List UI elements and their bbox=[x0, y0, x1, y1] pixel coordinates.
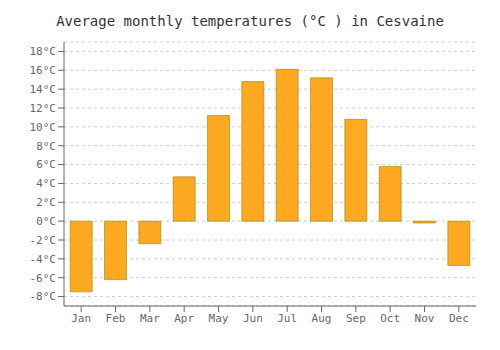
svg-text:14°C: 14°C bbox=[30, 83, 57, 96]
svg-text:-8°C: -8°C bbox=[30, 290, 57, 303]
svg-text:Oct: Oct bbox=[380, 312, 400, 325]
html-text:Average monthly temperatures (: Average monthly temperatures (°C ) in Ce… bbox=[56, 13, 444, 29]
svg-text:10°C: 10°C bbox=[30, 121, 57, 134]
svg-text:Jul: Jul bbox=[277, 312, 297, 325]
svg-text:0°C: 0°C bbox=[36, 215, 56, 228]
svg-text:-2°C: -2°C bbox=[30, 234, 57, 247]
svg-text:18°C: 18°C bbox=[30, 45, 57, 58]
svg-text:Nov: Nov bbox=[415, 312, 435, 325]
svg-text:16°C: 16°C bbox=[30, 64, 57, 77]
svg-text:Mar: Mar bbox=[140, 312, 160, 325]
svg-text:-4°C: -4°C bbox=[30, 253, 57, 266]
svg-text:Feb: Feb bbox=[106, 312, 126, 325]
svg-text:Apr: Apr bbox=[174, 312, 194, 325]
svg-text:-6°C: -6°C bbox=[30, 272, 57, 285]
svg-text:Jun: Jun bbox=[243, 312, 263, 325]
svg-text:Aug: Aug bbox=[312, 312, 332, 325]
svg-text:May: May bbox=[209, 312, 229, 325]
svg-text:12°C: 12°C bbox=[30, 102, 57, 115]
svg-text:Sep: Sep bbox=[346, 312, 366, 325]
svg-text:8°C: 8°C bbox=[36, 140, 56, 153]
svg-text:Dec: Dec bbox=[449, 312, 469, 325]
svg-text:2°C: 2°C bbox=[36, 196, 56, 209]
svg-text:4°C: 4°C bbox=[36, 177, 56, 190]
svg-text:Jan: Jan bbox=[71, 312, 91, 325]
svg-text:6°C: 6°C bbox=[36, 158, 56, 171]
